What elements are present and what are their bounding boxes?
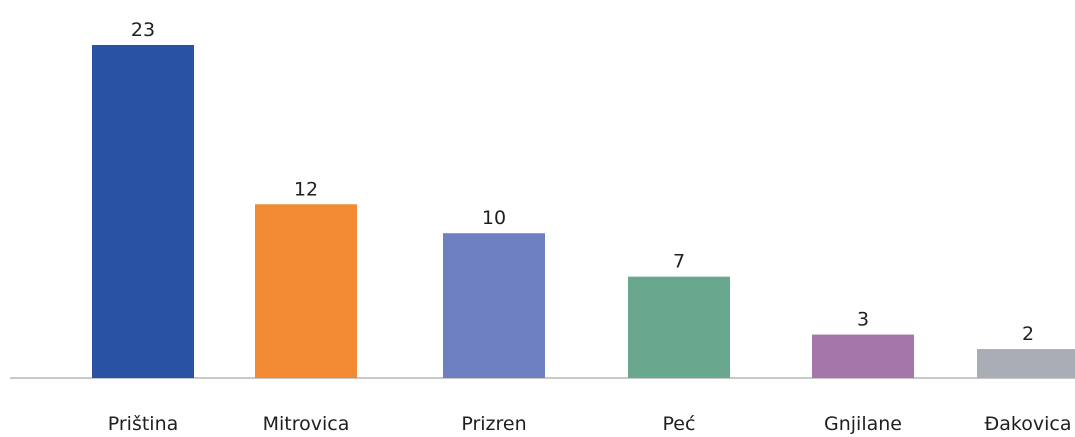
data-label-0: 23 (131, 19, 155, 41)
bar-3 (628, 276, 730, 378)
bar-2 (443, 233, 545, 378)
category-label-1: Mitrovica (263, 413, 350, 435)
bar-5 (977, 349, 1075, 378)
category-label-2: Prizren (461, 413, 526, 435)
category-label-4: Gnjilane (824, 413, 902, 435)
data-label-5: 2 (1022, 323, 1034, 345)
category-label-5: Đakovica (985, 413, 1072, 435)
data-label-3: 7 (673, 251, 685, 273)
data-label-4: 3 (857, 309, 869, 331)
data-label-1: 12 (294, 178, 318, 200)
bar-0 (92, 45, 194, 378)
bar-1 (255, 204, 357, 378)
bar-4 (812, 334, 914, 378)
category-label-0: Priština (108, 413, 179, 435)
data-label-2: 10 (482, 207, 506, 229)
category-label-3: Peć (663, 413, 696, 435)
